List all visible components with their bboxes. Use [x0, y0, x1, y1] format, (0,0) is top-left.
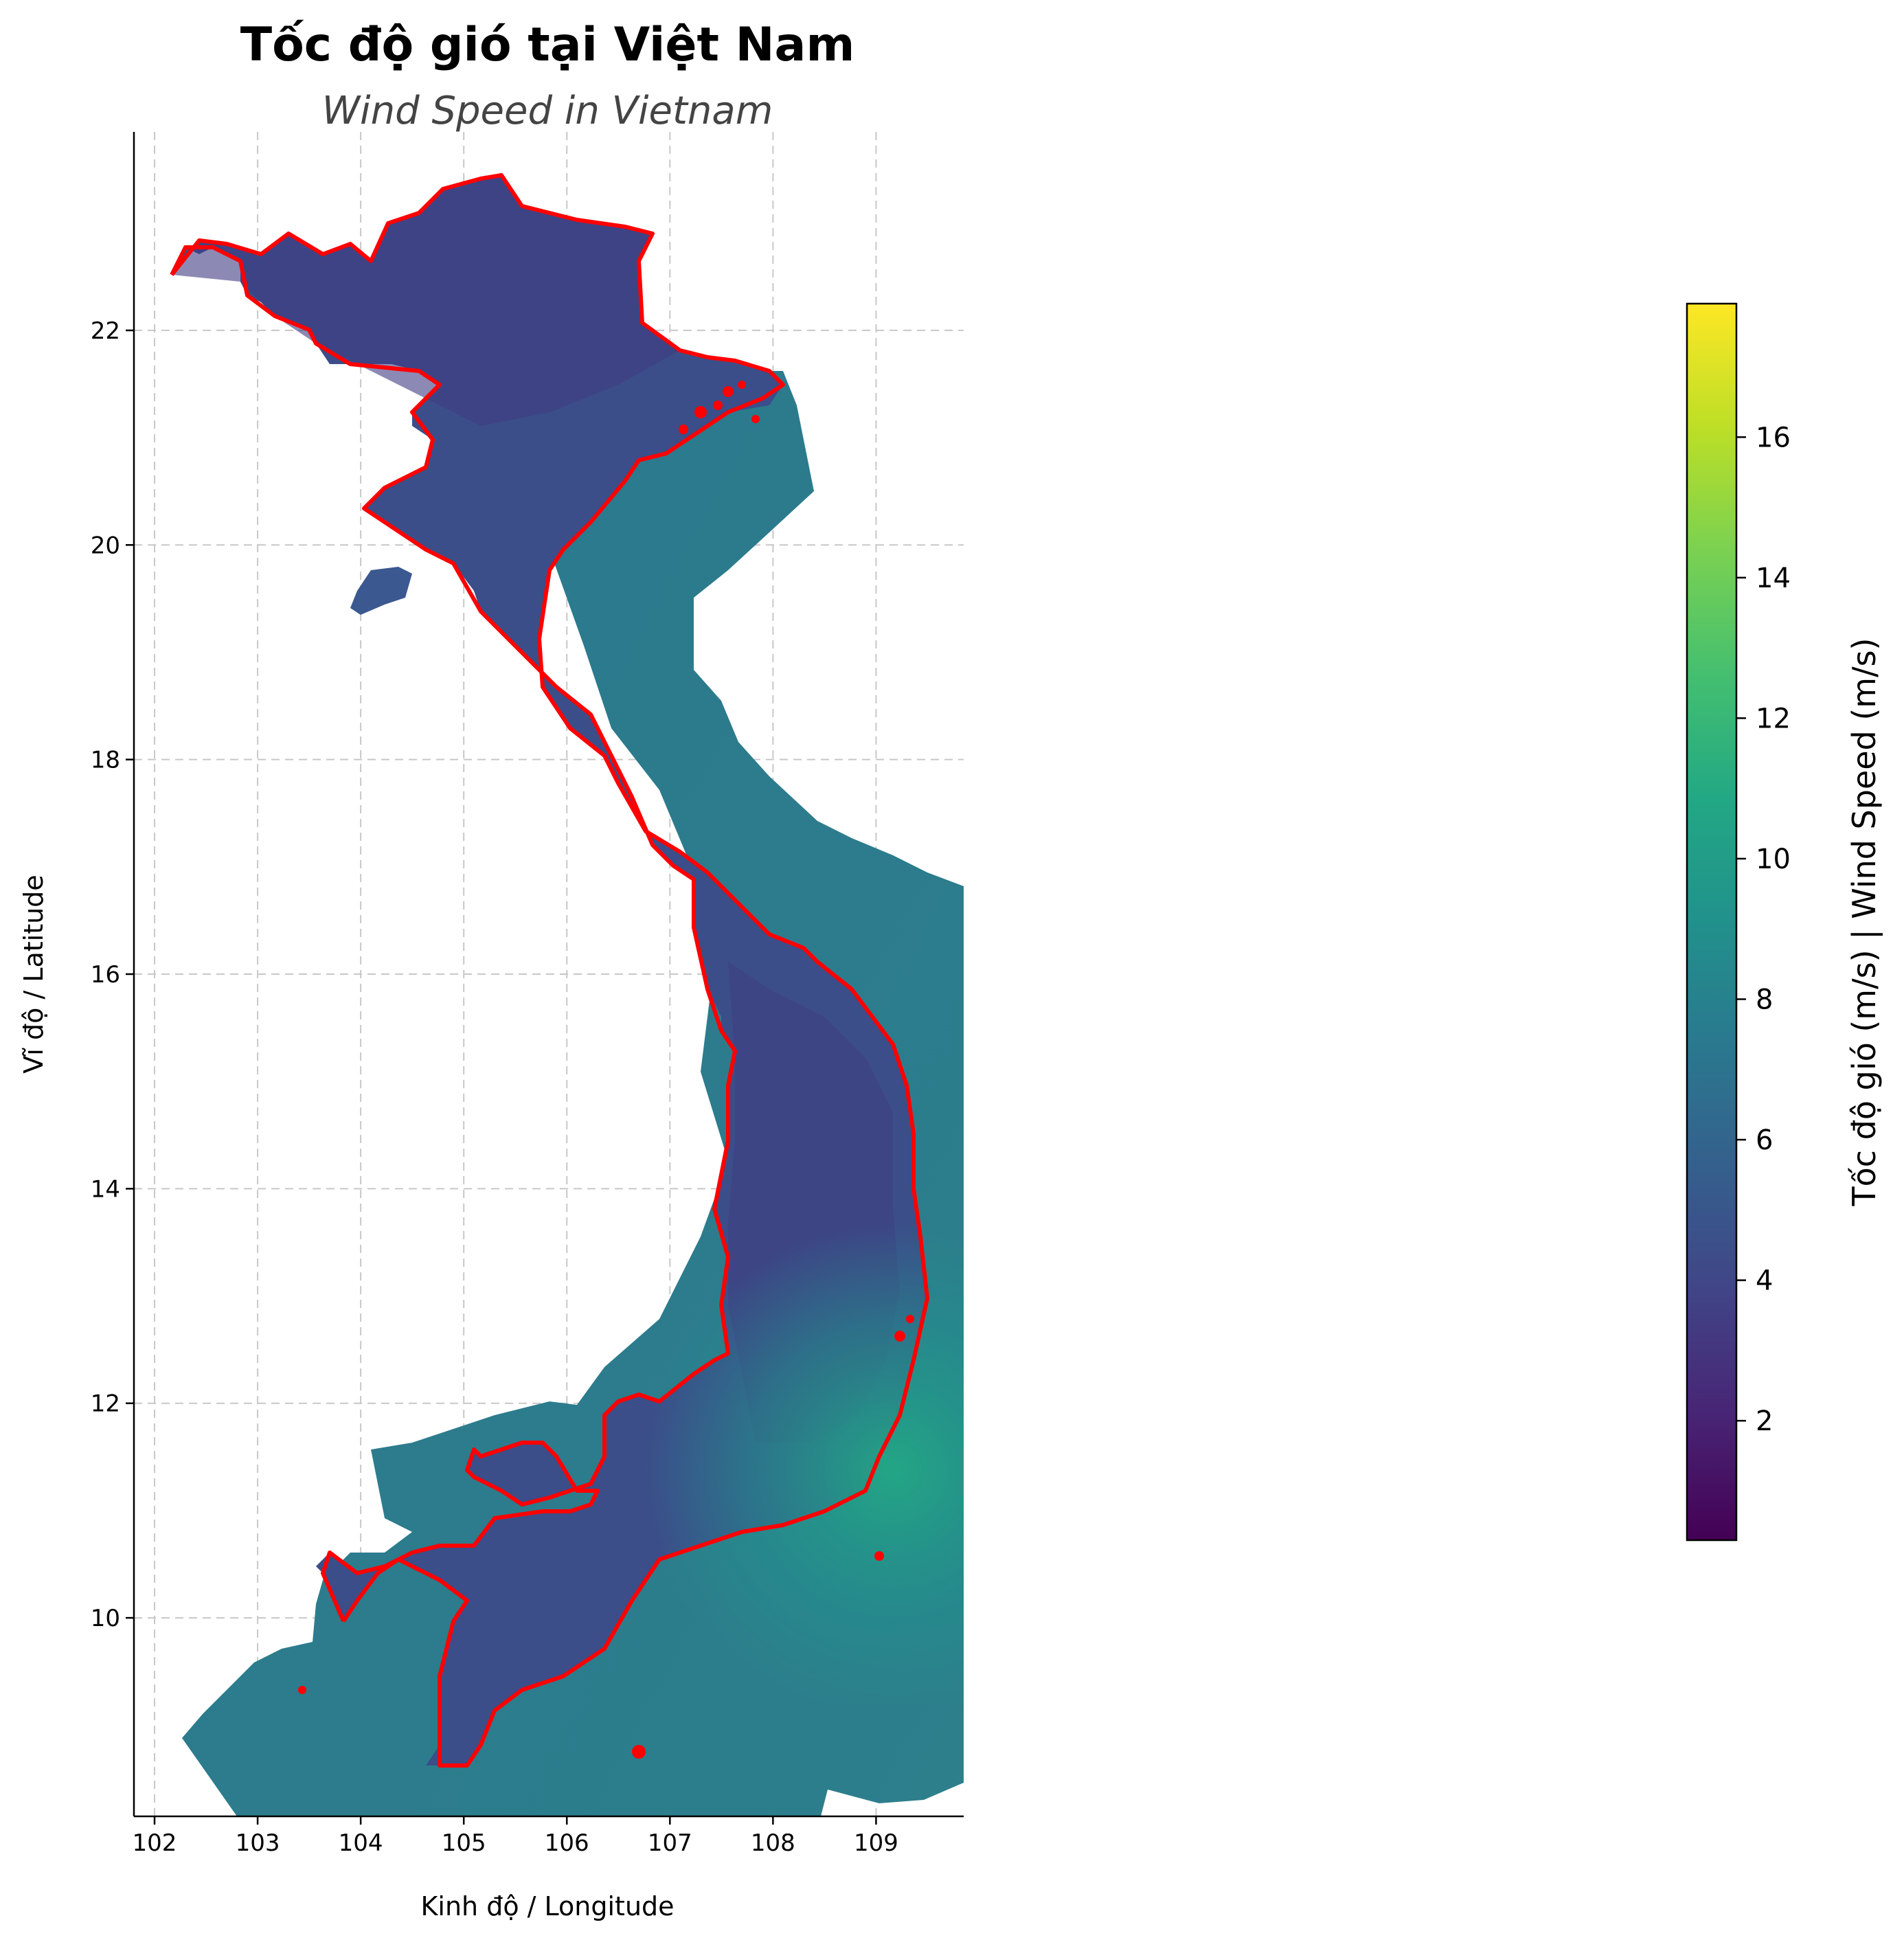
x-tick-label: 102	[133, 1829, 177, 1857]
land-shade-north	[172, 175, 680, 426]
x-tick-label: 106	[545, 1829, 589, 1857]
chart-subtitle: Wind Speed in Vietnam	[322, 89, 773, 133]
y-tick-label: 18	[91, 747, 120, 774]
colorbar	[1686, 302, 1738, 1542]
colorbar-tick-label: 10	[1756, 844, 1791, 875]
chart-title: Tốc độ gió tại Việt Nam	[240, 18, 855, 72]
y-tick-label: 16	[91, 961, 120, 989]
colorbar-tick-label: 12	[1756, 703, 1791, 734]
x-axis-ticks: 102 103 104 105 106 107 108 109	[133, 1816, 898, 1857]
y-tick-label: 10	[91, 1605, 120, 1632]
colorbar-tick-label: 2	[1756, 1406, 1773, 1437]
colorbar-tick-label: 4	[1756, 1265, 1773, 1297]
inland-border	[170, 245, 737, 1623]
x-tick-label: 104	[339, 1829, 383, 1857]
inland-patch	[350, 567, 412, 615]
y-tick-label: 20	[91, 532, 120, 559]
colorbar-tick-label: 8	[1756, 984, 1773, 1016]
x-tick-label: 109	[854, 1829, 898, 1857]
island-cluster	[298, 381, 914, 1759]
y-tick-label: 22	[91, 317, 120, 345]
y-tick-label: 12	[91, 1390, 120, 1418]
x-tick-label: 105	[442, 1829, 486, 1857]
colorbar-tick-label: 6	[1756, 1125, 1773, 1156]
country-border	[170, 173, 929, 1768]
y-tick-label: 14	[91, 1175, 120, 1203]
colorbar-tick-label: 14	[1756, 563, 1791, 594]
colorbar-label: Tốc độ gió (m/s) | Wind Speed (m/s)	[1846, 638, 1883, 1207]
x-tick-label: 107	[648, 1829, 692, 1857]
y-axis-label: Vĩ độ / Latitude	[19, 875, 49, 1073]
wind-speed-raster	[172, 175, 964, 1816]
colorbar-tick-label: 16	[1756, 422, 1791, 453]
y-axis-ticks: 22 20 18 16 14 12 10	[91, 317, 134, 1632]
x-axis-label: Kinh độ / Longitude	[420, 1891, 674, 1921]
colorbar-ticks: 2 4 6 8 10 12 14 16	[1736, 422, 1791, 1437]
x-tick-label: 103	[236, 1829, 280, 1857]
x-tick-label: 108	[751, 1829, 795, 1857]
